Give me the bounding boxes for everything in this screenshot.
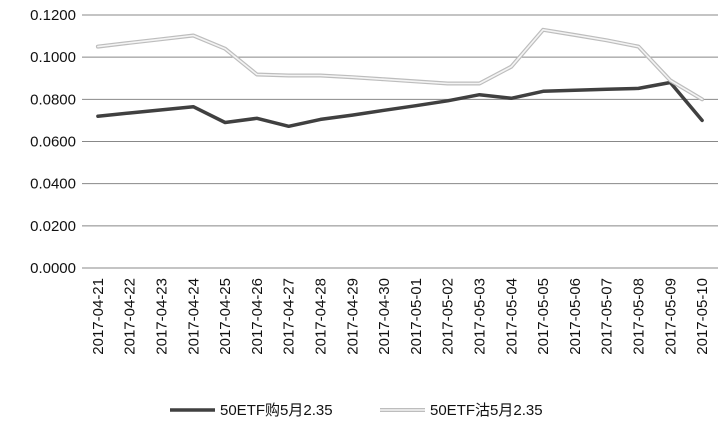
x-tick-label: 2017-04-28	[313, 278, 330, 355]
series-line-0	[96, 80, 704, 129]
y-axis-tick-labels: 0.0000 0.0200 0.0400 0.0600 0.0800 0.1000 0.12…	[30, 7, 76, 277]
y-tick-label: 0.0200	[30, 218, 76, 235]
x-tick-label: 2017-05-01	[408, 278, 425, 355]
x-tick-label: 2017-04-27	[281, 278, 298, 355]
y-tick-label: 0.0800	[30, 91, 76, 108]
x-tick-label: 2017-04-21	[90, 278, 107, 355]
legend: 50ETF购5月2.35 50ETF沽5月2.35	[170, 402, 543, 419]
y-tick-label: 0.1200	[30, 7, 76, 24]
y-tick-label: 0.0400	[30, 176, 76, 193]
y-tick-label: 0.0600	[30, 134, 76, 151]
x-tick-label: 2017-05-03	[472, 278, 489, 355]
series-line-1	[97, 28, 703, 101]
x-tick-label: 2017-05-06	[567, 278, 584, 355]
x-tick-label: 2017-05-05	[535, 278, 552, 355]
x-tick-label: 2017-04-23	[154, 278, 171, 355]
legend-label: 50ETF购5月2.35	[220, 402, 333, 419]
gridlines	[82, 14, 718, 269]
y-tick-label: 0.0000	[30, 260, 76, 277]
x-tick-label: 2017-04-29	[344, 278, 361, 355]
x-tick-label: 2017-05-04	[503, 278, 520, 355]
x-axis-tick-labels: 2017-04-21 2017-04-22 2017-04-23 2017-04-24…	[90, 278, 711, 355]
x-tick-label: 2017-04-25	[217, 278, 234, 355]
x-tick-label: 2017-05-10	[694, 278, 711, 355]
series-lines	[95, 27, 705, 129]
x-tick-label: 2017-04-30	[376, 278, 393, 355]
x-tick-label: 2017-04-26	[249, 278, 266, 355]
legend-label: 50ETF沽5月2.35	[430, 402, 543, 419]
x-tick-label: 2017-04-22	[122, 278, 139, 355]
x-tick-label: 2017-05-08	[631, 278, 648, 355]
x-tick-label: 2017-05-02	[440, 278, 457, 355]
x-tick-label: 2017-04-24	[185, 278, 202, 355]
y-tick-label: 0.1000	[30, 49, 76, 66]
x-tick-label: 2017-05-07	[599, 278, 616, 355]
x-tick-label: 2017-05-09	[662, 278, 679, 355]
